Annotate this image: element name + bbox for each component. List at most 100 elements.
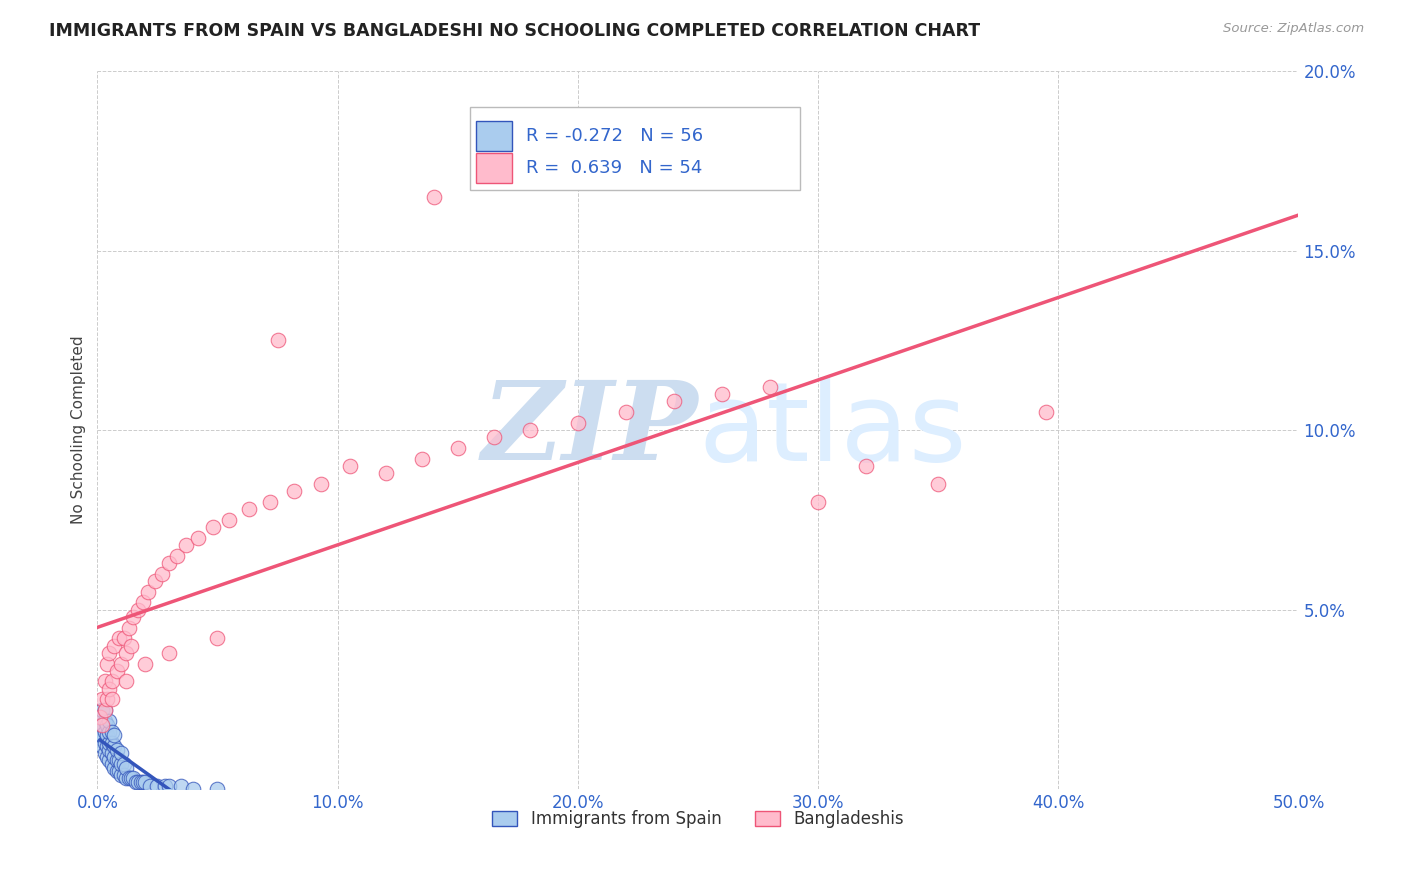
Text: atlas: atlas: [697, 376, 966, 483]
Point: [91, 739, 114, 753]
Point: [98, 714, 121, 728]
Point: [93, 735, 115, 749]
Point: [157, 556, 180, 570]
Point: [927, 477, 949, 491]
Point: [662, 394, 685, 409]
Point: [89, 710, 111, 724]
Point: [170, 779, 193, 793]
Point: [98, 724, 121, 739]
Point: [89, 717, 111, 731]
Point: [125, 775, 148, 789]
Point: [112, 632, 135, 646]
Point: [567, 416, 589, 430]
Point: [96, 692, 118, 706]
Text: IMMIGRANTS FROM SPAIN VS BANGLADESHI NO SCHOOLING COMPLETED CORRELATION CHART: IMMIGRANTS FROM SPAIN VS BANGLADESHI NO …: [49, 22, 980, 40]
Point: [411, 451, 433, 466]
Point: [93, 714, 115, 728]
Point: [207, 632, 229, 646]
Point: [89, 710, 111, 724]
Point: [187, 531, 209, 545]
Point: [115, 674, 138, 689]
Point: [120, 772, 142, 786]
Point: [139, 779, 162, 793]
Point: [93, 674, 115, 689]
Point: [143, 574, 166, 588]
Point: [110, 747, 132, 761]
Point: [710, 387, 733, 401]
Point: [93, 747, 115, 761]
Point: [115, 646, 138, 660]
Point: [96, 717, 118, 731]
Point: [201, 520, 224, 534]
Point: [96, 657, 118, 671]
Point: [127, 775, 149, 789]
Point: [110, 757, 132, 772]
Point: [134, 775, 156, 789]
Point: [855, 458, 877, 473]
Point: [150, 566, 173, 581]
Text: R =  0.639   N = 54: R = 0.639 N = 54: [526, 159, 703, 177]
Point: [110, 768, 132, 782]
Point: [166, 549, 188, 563]
Point: [105, 742, 128, 756]
Point: [100, 724, 122, 739]
Point: [108, 754, 131, 768]
Point: [117, 621, 139, 635]
Point: [91, 728, 114, 742]
Point: [157, 646, 180, 660]
Point: [98, 681, 121, 696]
Text: Source: ZipAtlas.com: Source: ZipAtlas.com: [1223, 22, 1364, 36]
Point: [614, 405, 637, 419]
Point: [129, 775, 152, 789]
FancyBboxPatch shape: [470, 107, 800, 190]
Point: [91, 703, 114, 717]
Point: [91, 692, 114, 706]
Point: [207, 782, 229, 797]
Point: [115, 761, 138, 775]
Point: [110, 657, 132, 671]
Point: [266, 334, 288, 348]
Point: [447, 441, 470, 455]
Legend: Immigrants from Spain, Bangladeshis: Immigrants from Spain, Bangladeshis: [485, 804, 910, 835]
Point: [108, 764, 131, 779]
Point: [482, 430, 505, 444]
Point: [283, 484, 305, 499]
Point: [183, 782, 205, 797]
Point: [519, 423, 541, 437]
Point: [103, 750, 125, 764]
Point: [98, 646, 121, 660]
Point: [146, 779, 169, 793]
Point: [89, 728, 111, 742]
Point: [103, 639, 125, 653]
Point: [807, 495, 830, 509]
Point: [120, 639, 142, 653]
Point: [91, 717, 114, 731]
Point: [259, 495, 281, 509]
Point: [309, 477, 332, 491]
Point: [153, 779, 176, 793]
Point: [112, 768, 135, 782]
Point: [157, 779, 180, 793]
Point: [100, 735, 122, 749]
Point: [93, 703, 115, 717]
Point: [103, 728, 125, 742]
Bar: [475, 153, 512, 183]
Point: [238, 502, 260, 516]
Point: [134, 657, 156, 671]
Point: [759, 380, 782, 394]
Point: [98, 754, 121, 768]
Point: [100, 692, 122, 706]
Point: [105, 754, 128, 768]
Point: [108, 632, 131, 646]
Point: [132, 595, 155, 609]
Point: [117, 772, 139, 786]
Point: [218, 513, 240, 527]
Point: [136, 584, 159, 599]
Point: [122, 772, 145, 786]
Point: [132, 775, 155, 789]
Point: [122, 610, 145, 624]
Point: [96, 728, 118, 742]
Point: [115, 772, 138, 786]
Y-axis label: No Schooling Completed: No Schooling Completed: [72, 335, 86, 524]
Point: [112, 757, 135, 772]
